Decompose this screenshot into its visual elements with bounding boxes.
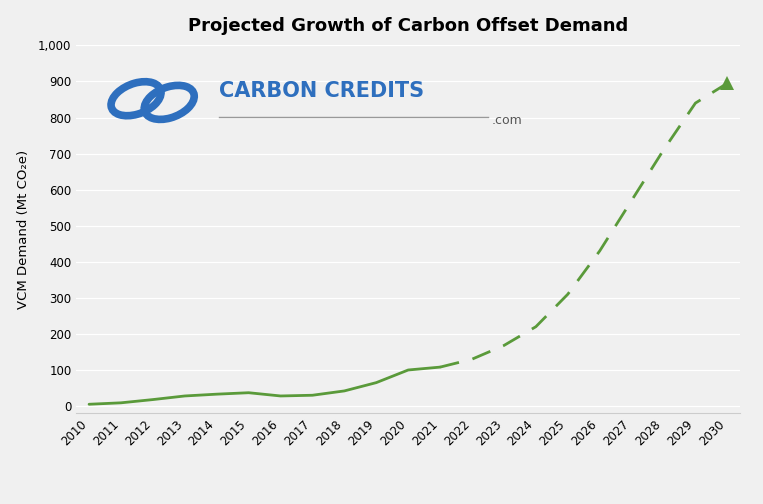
Title: Projected Growth of Carbon Offset Demand: Projected Growth of Carbon Offset Demand (188, 18, 628, 35)
Y-axis label: VCM Demand (Mt CO₂e): VCM Demand (Mt CO₂e) (17, 150, 30, 309)
Text: CARBON CREDITS: CARBON CREDITS (219, 81, 424, 101)
Text: .com: .com (491, 114, 522, 128)
